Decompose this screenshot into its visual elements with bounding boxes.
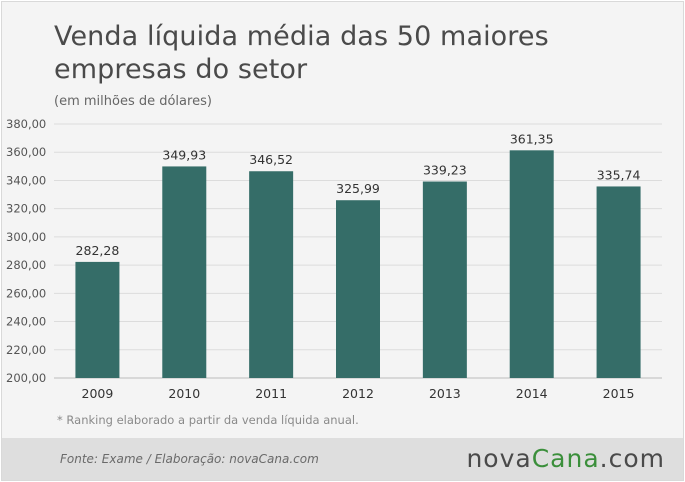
x-tick-label: 2014 [516,386,548,401]
bar-value-label: 361,35 [510,131,554,146]
y-tick-label: 200,00 [6,371,46,385]
y-tick-label: 280,00 [6,258,46,272]
y-tick-label: 240,00 [6,315,46,329]
bar [596,186,641,378]
x-tick-label: 2013 [429,386,461,401]
bar-value-label: 346,52 [249,152,293,167]
x-tick-label: 2010 [168,386,200,401]
logo-part-cana: Cana [531,444,600,473]
y-tick-label: 260,00 [6,286,46,300]
bar-value-label: 339,23 [423,163,467,178]
footer-bar: Fonte: Exame / Elaboração: novaCana.com … [2,438,683,480]
y-tick-label: 360,00 [6,145,46,159]
y-tick-label: 220,00 [6,343,46,357]
bar [336,200,380,378]
footnote: * Ranking elaborado a partir da venda lí… [57,413,359,427]
logo-part-com: .com [599,444,665,473]
bar [249,171,294,378]
y-tick-label: 380,00 [6,117,46,131]
bar-value-label: 325,99 [336,181,380,196]
y-tick-label: 300,00 [6,230,46,244]
novacana-logo: novaCana.com [466,444,665,473]
y-tick-label: 320,00 [6,202,46,216]
x-tick-label: 2015 [603,386,635,401]
x-tick-label: 2009 [82,386,114,401]
y-tick-label: 340,00 [6,173,46,187]
bar-value-label: 335,74 [597,167,641,182]
x-tick-label: 2012 [342,386,374,401]
source-text: Fonte: Exame / Elaboração: novaCana.com [60,452,319,466]
bar-chart: 200,00 220,00 240,00 260,00 280,00 300,00 320,… [6,117,662,401]
bar-value-label: 282,28 [76,243,120,258]
bar [422,181,467,378]
bar [509,150,554,378]
x-tick-label: 2011 [255,386,287,401]
logo-part-nova: nova [466,444,532,473]
bar-value-label: 349,93 [162,147,206,162]
bar [162,166,207,378]
chart-title: Venda líquida média das 50 maiores empre… [54,21,549,85]
chart-subtitle: (em milhões de dólares) [54,94,212,109]
bar [75,261,120,378]
